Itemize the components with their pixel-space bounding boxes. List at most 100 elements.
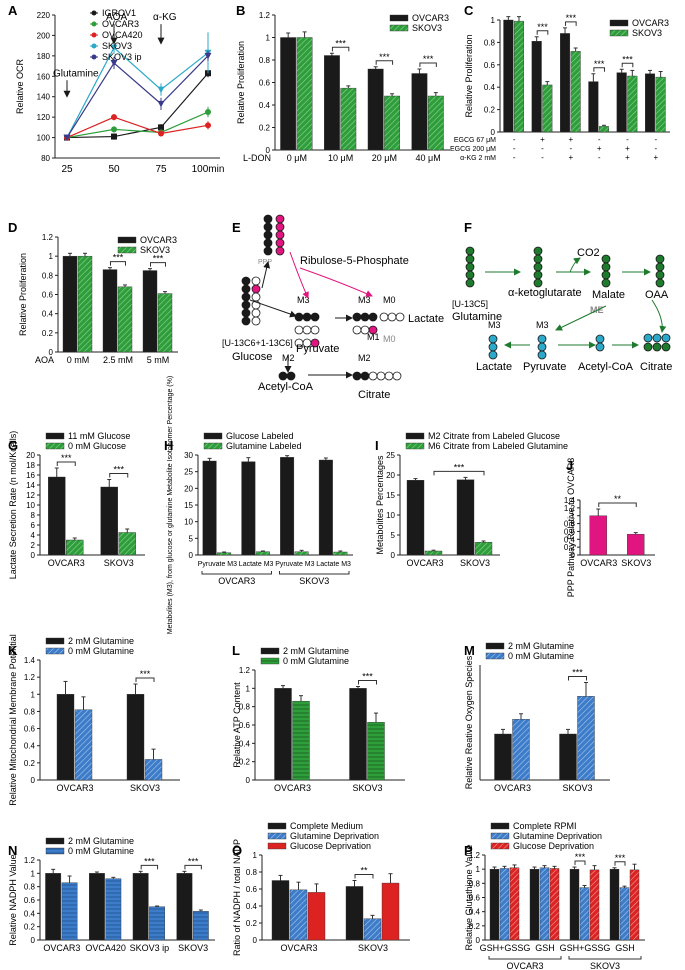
label-acetyl-coa: Acetyl-CoA (258, 381, 314, 393)
condition-mark: + (625, 153, 630, 162)
carbon-atom (384, 371, 394, 381)
significance-label: *** (615, 853, 626, 863)
legend-entry: Glutamine Deprivation (513, 831, 602, 841)
x-tick-label: SKOV3 (130, 783, 160, 793)
carbon-atom (352, 312, 362, 322)
significance-bracket (621, 62, 634, 68)
y-tick-label: 10 (26, 501, 35, 510)
panel-letter-i: I (375, 438, 379, 453)
bar (424, 550, 443, 556)
carbon-atom (533, 262, 543, 272)
significance-bracket (536, 30, 549, 35)
y-tick-label: 0.8 (564, 520, 576, 529)
y-tick-label: 14 (26, 481, 35, 490)
bar (149, 906, 165, 941)
condition-mark: - (513, 153, 516, 162)
y-tick-label: 0.2 (259, 124, 271, 133)
y-tick-label: 0.6 (484, 61, 496, 70)
bar (142, 270, 158, 353)
significance-bracket (354, 874, 374, 879)
condition-label: EGCG 200 μM (450, 146, 496, 153)
legend-swatch (45, 847, 65, 855)
panel-letter-k: K (8, 643, 18, 658)
x-tick-label: Lactate M3 (316, 561, 351, 568)
carbon-atom (368, 371, 378, 381)
series-line-2 (66, 116, 209, 139)
bar (202, 460, 217, 556)
bar (294, 551, 309, 556)
legend-marker (91, 54, 97, 60)
bar (345, 886, 364, 941)
condition-mark: + (597, 144, 602, 153)
bar (340, 87, 357, 151)
y-tick-label: 0 (31, 551, 36, 560)
y-tick-label: 0.6 (564, 527, 576, 536)
legend-marker (91, 32, 97, 38)
group-label: SKOV3 (299, 576, 329, 586)
carbon-atom (379, 312, 389, 322)
y-tick-label: 100 (37, 134, 51, 143)
carbon-atom (533, 254, 543, 264)
carbon-atom (643, 342, 653, 352)
bar (570, 51, 581, 133)
group-bracket (488, 956, 562, 960)
y-tick-label: 0.2 (469, 922, 481, 931)
carbon-atom (241, 276, 251, 286)
x-axis-label: L-DON (243, 153, 271, 163)
arrow-ppp-pyruvate (289, 251, 309, 299)
bar (289, 889, 308, 941)
y-tick-label: 1 (491, 16, 496, 25)
significance-label: *** (423, 54, 434, 64)
bar (296, 37, 313, 151)
y-axis-label: Ratio of NADPH / total NADP (232, 839, 242, 956)
carbon-atom (360, 371, 370, 381)
x-tick-label: OVCAR3 (494, 783, 531, 793)
label-citrate-f: Citrate (640, 361, 672, 373)
y-tick-label: 4 (31, 531, 36, 540)
y-tick-label: 1.2 (24, 673, 36, 682)
y-tick-label: 30 (184, 451, 193, 460)
label-co2: CO2 (577, 247, 600, 259)
bar (118, 532, 136, 556)
x-tick-label: Lactate M3 (239, 561, 274, 568)
y-tick-label: 0.8 (469, 879, 481, 888)
bar (176, 873, 193, 941)
y-tick-label: 0 (476, 936, 481, 945)
bar (456, 479, 475, 556)
x-tick-label: GSH (535, 943, 555, 953)
y-axis-label: Relative Proliferation (236, 41, 246, 124)
legend-swatch (389, 14, 409, 22)
carbon-atom (310, 338, 320, 348)
y-axis-label: Metabolites (M3), from glucose or glutam… (167, 376, 174, 634)
y-tick-label: 0 (189, 551, 194, 560)
y-tick-label: 0.2 (42, 329, 54, 338)
y-tick-label: 0.2 (24, 759, 36, 768)
group-bracket (279, 571, 350, 575)
carbon-atom (537, 350, 547, 360)
legend-swatch (609, 29, 629, 37)
significance-bracket (614, 861, 626, 866)
series-line-1 (66, 111, 209, 139)
y-tick-label: 0.4 (239, 739, 251, 748)
bar (503, 19, 514, 133)
panel-o: O 0 0.2 0.4 0.6 0.8 1 Ratio of NADPH / total NA… (232, 821, 410, 956)
panel-letter-j: J (566, 458, 573, 473)
condition-mark: + (568, 135, 573, 144)
bar (132, 873, 149, 941)
label-malate: Malate (592, 289, 625, 301)
label-glucose: Glucose (232, 351, 272, 363)
group-label: OVCAR3 (506, 961, 543, 970)
legend-swatch (267, 832, 287, 840)
panel-letter-c: C (464, 3, 474, 18)
panel-letter-p: P (464, 843, 473, 858)
bar (333, 551, 348, 556)
significance-label: *** (362, 672, 373, 682)
bar (627, 75, 638, 133)
y-tick-label: 0.2 (239, 758, 251, 767)
label-akg: α-ketoglutarate (508, 287, 582, 299)
legend-entry: OVCAR3 (632, 18, 669, 28)
condition-mark: - (654, 144, 657, 153)
